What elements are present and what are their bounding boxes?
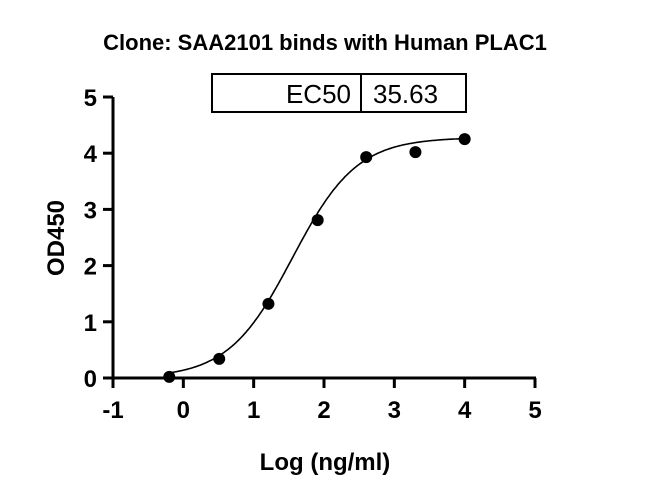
data-point [311,214,324,227]
ec50-table-border [211,73,467,113]
ec50-value: 35.63 [373,79,438,109]
data-point [409,146,422,159]
data-point [163,370,176,383]
fit-curve [169,137,465,374]
x-tick-label: 5 [528,397,541,424]
x-axis-label: Log (ng/ml) [260,449,391,476]
y-tick-label: 4 [84,141,98,168]
data-point [262,297,275,310]
x-tick-label: 2 [317,397,330,424]
y-tick-label: 1 [84,310,97,337]
x-tick-label: 4 [458,397,472,424]
y-tick-label: 5 [84,85,97,112]
data-point [360,151,373,164]
ec50-table: EC50 35.63 [211,73,467,113]
x-tick-label: -1 [102,397,123,424]
x-tick-label: 0 [177,397,190,424]
data-point [458,133,471,146]
ec50-label: EC50 [286,79,351,109]
chart-title: Clone: SAA2101 binds with Human PLAC1 [103,30,547,55]
x-tick-label: 3 [388,397,401,424]
data-point [213,352,226,365]
y-tick-label: 2 [84,254,97,281]
x-tick-label: 1 [247,397,260,424]
y-tick-label: 3 [84,197,97,224]
y-tick-label: 0 [84,366,97,393]
y-axis-label: OD450 [43,200,70,276]
